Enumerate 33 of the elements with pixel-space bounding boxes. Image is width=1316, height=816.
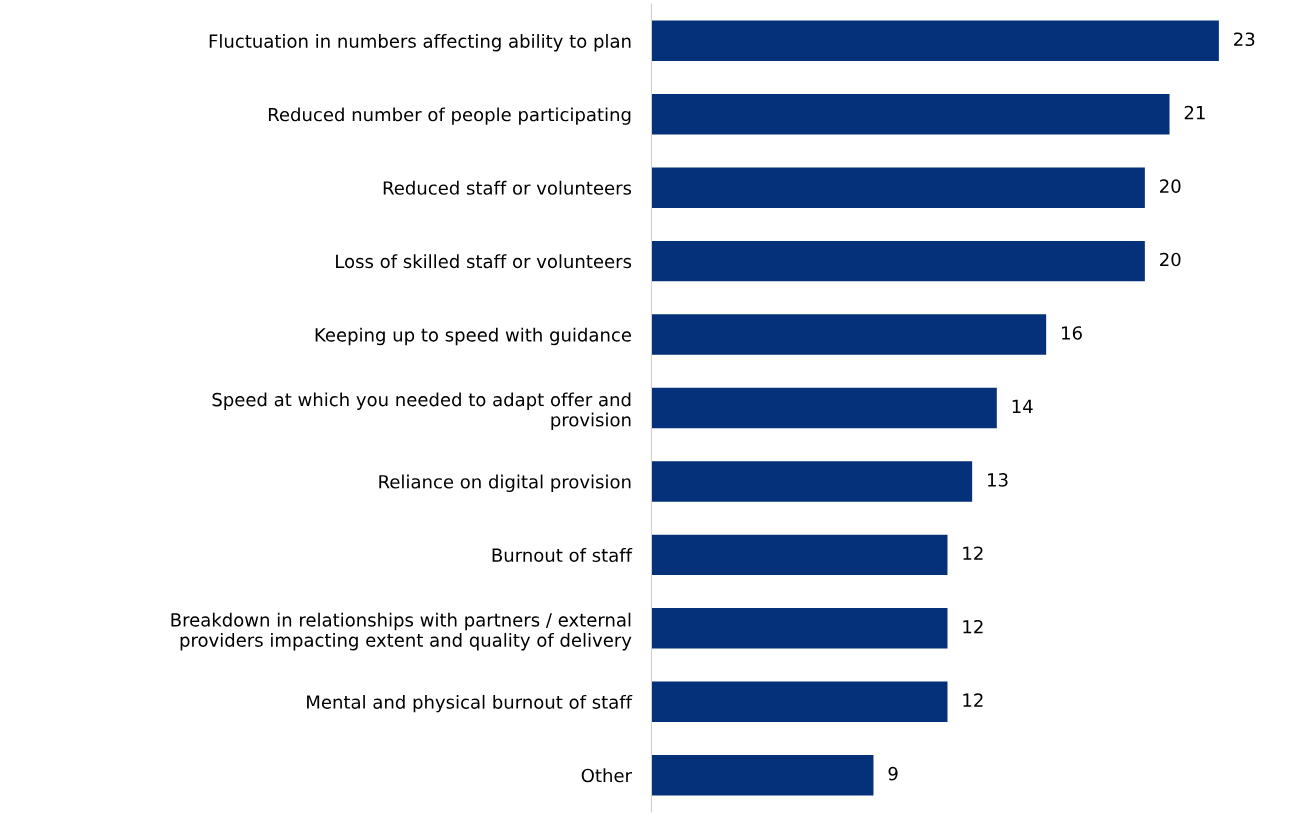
y-tick-label: Other xyxy=(581,768,632,783)
bar xyxy=(651,608,948,649)
bar xyxy=(651,461,973,502)
data-label: 20 xyxy=(1160,252,1181,267)
y-tick-label: Breakdown in relationships with partners / external providers impacting extent and quality of delivery xyxy=(171,612,632,651)
bar xyxy=(651,240,1145,282)
data-label: 23 xyxy=(1234,32,1255,47)
y-tick-label: Burnout of staff xyxy=(492,548,633,562)
y-tick-label: Keeping up to speed with guidance xyxy=(315,327,632,346)
bar xyxy=(651,167,1145,208)
data-label: 12 xyxy=(963,693,983,707)
y-tick-label: Fluctuation in numbers affecting ability to plan xyxy=(209,33,631,52)
bar xyxy=(651,755,874,796)
data-label: 14 xyxy=(1012,399,1033,413)
data-label: 13 xyxy=(988,473,1008,487)
bar xyxy=(651,387,997,429)
bar xyxy=(651,94,1170,135)
data-label: 12 xyxy=(963,546,983,560)
data-label: 21 xyxy=(1184,105,1205,120)
bar xyxy=(651,534,948,576)
y-tick-label: Reduced number of people participating xyxy=(268,107,631,125)
y-tick-label: Reduced staff or volunteers xyxy=(383,180,632,195)
data-label: 20 xyxy=(1160,179,1181,193)
y-tick-label: Mental and physical burnout of staff xyxy=(307,694,633,713)
data-label: 12 xyxy=(963,619,983,634)
y-tick-label: Loss of skilled staff or volunteers xyxy=(336,254,632,269)
bar xyxy=(651,20,1219,61)
data-label: 9 xyxy=(888,766,898,781)
bar xyxy=(651,314,1047,355)
data-label: 16 xyxy=(1062,326,1082,340)
y-tick-label: Speed at which you needed to adapt offer and provision xyxy=(212,392,631,431)
bar xyxy=(651,681,948,722)
y-tick-label: Reliance on digital provision xyxy=(379,474,631,493)
